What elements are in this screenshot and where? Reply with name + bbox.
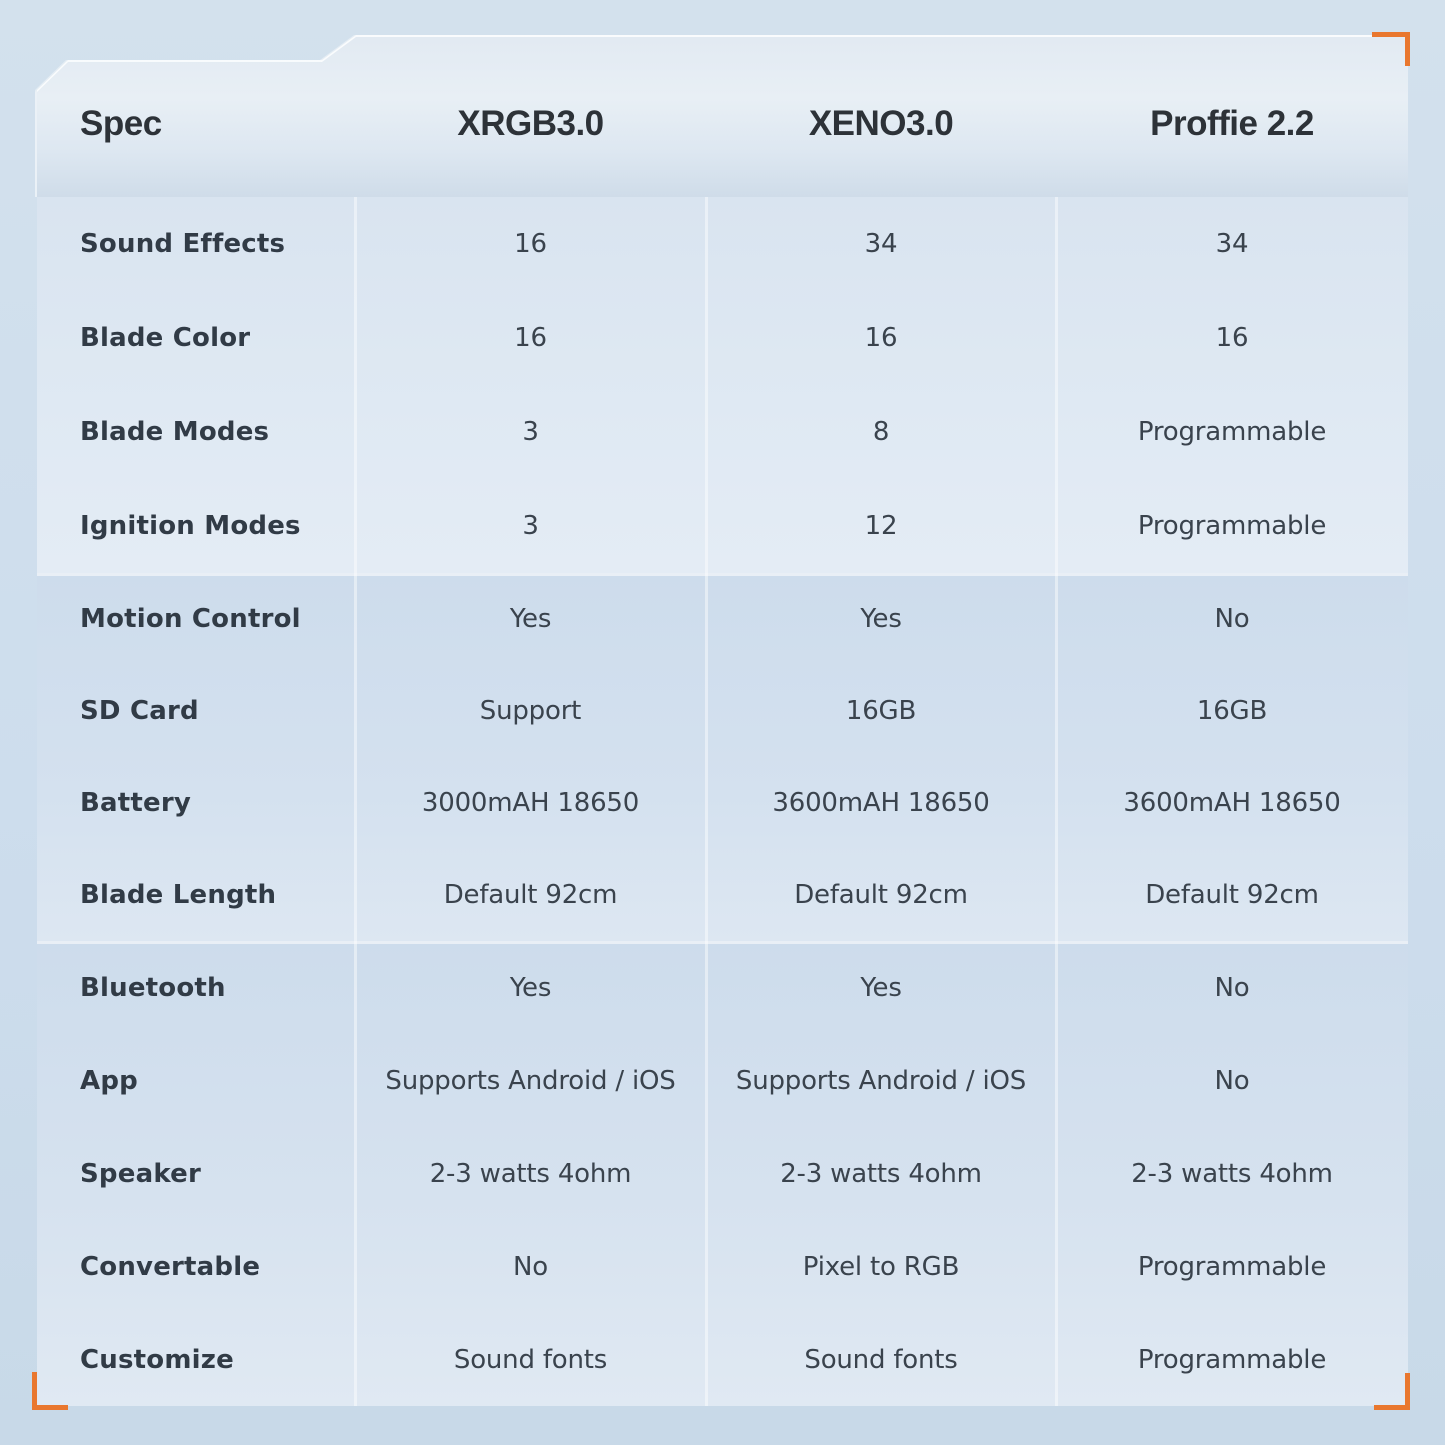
cell-xrgb: 3000mAH 18650 (421, 788, 640, 818)
cell-xrgb: 16 (514, 229, 547, 259)
row-label: Blade Modes (80, 417, 270, 447)
cell-xrgb: Sound fonts (453, 1344, 608, 1375)
cell-proffie: No (1214, 972, 1250, 1003)
row-label: App (80, 1065, 138, 1096)
cell-xeno: 12 (864, 511, 898, 541)
row-group-1: Sound Effects 16 34 34 Blade Color 16 16… (37, 197, 1408, 573)
cell-proffie: No (1214, 604, 1250, 634)
column-header-xeno30: XENO3.0 (808, 104, 954, 143)
column-header-spec: Spec (80, 104, 162, 143)
row-group-3: Bluetooth Yes Yes No App Supports Androi… (37, 941, 1408, 1406)
row-label: Customize (80, 1344, 234, 1375)
cell-proffie: 34 (1215, 229, 1249, 259)
cell-xrgb: 3 (522, 417, 539, 447)
cell-proffie: Programmable (1137, 417, 1327, 447)
cell-xeno: Sound fonts (804, 1344, 958, 1375)
cell-xrgb: Yes (509, 604, 552, 634)
cell-xeno: 34 (864, 229, 898, 259)
row-label: Blade Color (80, 323, 251, 353)
cell-proffie: Programmable (1137, 511, 1327, 541)
column-divider (1055, 197, 1058, 1406)
cell-proffie: 16 (1215, 323, 1249, 353)
cell-xeno: 3600mAH 18650 (772, 788, 990, 818)
cell-xeno: 8 (872, 417, 890, 447)
spec-comparison-table: Spec XRGB3.0 XENO3.0 Proffie 2.2 Sound E… (37, 37, 1408, 1406)
cell-proffie: No (1214, 1065, 1250, 1096)
row-label: Motion Control (80, 604, 301, 634)
cell-proffie: Default 92cm (1145, 880, 1319, 910)
cell-xeno: Pixel to RGB (802, 1251, 960, 1282)
cell-xeno: 2-3 watts 4ohm (780, 1158, 982, 1189)
cell-xrgb: 3 (522, 511, 539, 541)
row-label: Sound Effects (80, 229, 286, 259)
column-divider (705, 197, 708, 1406)
cell-xeno: 16 (864, 323, 898, 353)
row-label: Battery (80, 788, 192, 818)
cell-xrgb: Yes (509, 972, 552, 1003)
cell-proffie: Programmable (1137, 1251, 1327, 1282)
cell-xrgb: Support (479, 696, 582, 726)
cell-xeno: Supports Android / iOS (735, 1065, 1027, 1096)
corner-bracket-bottom-right-icon (1374, 1373, 1410, 1410)
column-header-xrgb30: XRGB3.0 (457, 104, 604, 143)
cell-proffie: 2-3 watts 4ohm (1131, 1158, 1333, 1189)
column-header-proffie22: Proffie 2.2 (1150, 104, 1314, 143)
cell-xrgb: Supports Android / iOS (385, 1065, 676, 1096)
cell-xrgb: Default 92cm (443, 880, 618, 910)
table-header-wrap: Spec XRGB3.0 XENO3.0 Proffie 2.2 (37, 37, 1408, 197)
row-label: Speaker (80, 1158, 201, 1189)
row-label: Blade Length (80, 880, 277, 910)
corner-bracket-top-right-icon (1372, 32, 1410, 66)
cell-proffie: 16GB (1196, 696, 1268, 726)
cell-xeno: Yes (860, 972, 902, 1003)
row-group-2: Motion Control Yes Yes No SD Card Suppor… (37, 573, 1408, 941)
row-label: Ignition Modes (80, 511, 301, 541)
corner-bracket-bottom-left-icon (32, 1372, 68, 1410)
cell-xrgb: 2-3 watts 4ohm (429, 1158, 632, 1189)
row-label: Convertable (80, 1251, 261, 1282)
row-label: SD Card (80, 696, 199, 726)
table-header: Spec XRGB3.0 XENO3.0 Proffie 2.2 (37, 37, 1408, 197)
row-label: Bluetooth (80, 972, 226, 1003)
cell-proffie: 3600mAH 18650 (1123, 788, 1341, 818)
cell-proffie: Programmable (1137, 1344, 1327, 1375)
cell-xrgb: 16 (514, 323, 547, 353)
cell-xrgb: No (513, 1251, 548, 1282)
column-divider (354, 197, 357, 1406)
cell-xeno: Yes (860, 604, 902, 634)
cell-xeno: 16GB (845, 696, 917, 726)
cell-xeno: Default 92cm (794, 880, 968, 910)
